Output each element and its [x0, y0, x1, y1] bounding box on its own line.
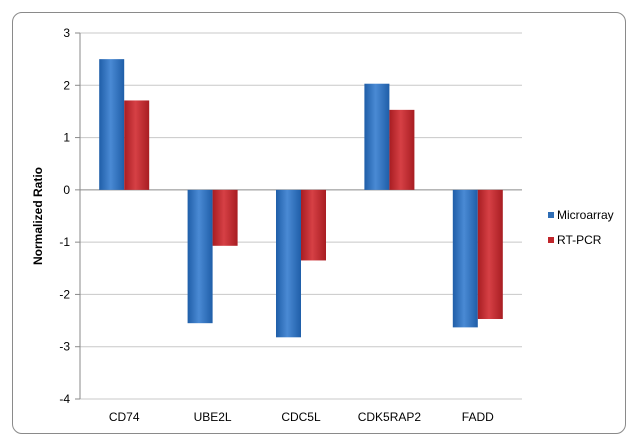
bar-microarray-cdc5l — [276, 189, 301, 338]
bar-rtpcr-ube2l — [212, 189, 238, 246]
bar-rtpcr-cdc5l — [301, 189, 326, 261]
x-axis-labels: CD74 UBE2L CDC5L CDK5RAP2 FADD — [109, 410, 494, 422]
legend-label-microarray: Microarray — [557, 208, 614, 222]
y-tick-label: 0 — [63, 183, 70, 197]
y-tick-label: 2 — [63, 78, 70, 92]
y-axis: 3 2 1 0 -1 -2 -3 -4 — [59, 26, 81, 406]
legend-label-rtpcr: RT-PCR — [557, 233, 602, 247]
x-tick-label: CDC5L — [281, 410, 321, 422]
y-axis-label: Normalized Ratio — [31, 167, 45, 265]
bar-microarray-cdk5rap2 — [364, 83, 390, 190]
legend-swatch-microarray — [548, 212, 554, 218]
y-tick-label: -4 — [59, 392, 70, 406]
bar-rtpcr-cdk5rap2 — [389, 109, 415, 190]
x-tick-label: UBE2L — [194, 410, 232, 422]
x-tick-label: FADD — [462, 410, 494, 422]
bar-microarray-cd74 — [99, 59, 125, 190]
y-tick-label: -2 — [59, 287, 70, 301]
bar-rtpcr-cd74 — [124, 100, 150, 190]
y-tick-label: 1 — [63, 131, 70, 145]
y-tick-label: 3 — [63, 26, 70, 40]
legend: Microarray RT-PCR — [548, 208, 614, 247]
x-tick-label: CD74 — [109, 410, 140, 422]
bar-rtpcr-fadd — [477, 189, 503, 320]
bar-microarray-ube2l — [187, 189, 213, 324]
bar-microarray-fadd — [452, 189, 478, 328]
bars — [99, 59, 503, 338]
y-tick-label: -3 — [59, 340, 70, 354]
x-tick-label: CDK5RAP2 — [358, 410, 422, 422]
legend-swatch-rtpcr — [548, 237, 554, 243]
y-tick-label: -1 — [59, 235, 70, 249]
